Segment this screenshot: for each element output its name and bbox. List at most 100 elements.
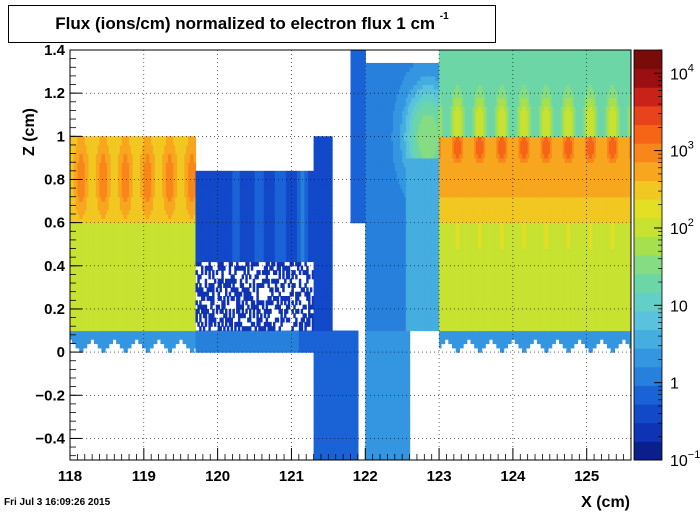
heatmap-cell — [110, 334, 114, 340]
heatmap-cell — [92, 226, 95, 232]
heatmap-cell — [97, 252, 101, 258]
heatmap-cell — [95, 144, 99, 150]
heatmap-cell — [71, 283, 75, 288]
heatmap-cell — [82, 157, 86, 163]
heatmap-cell — [99, 175, 102, 181]
heatmap-cell — [70, 166, 73, 172]
heatmap-cell — [106, 179, 110, 185]
heatmap-cell — [81, 244, 84, 250]
heatmap-cell — [103, 179, 106, 185]
heatmap-cell — [75, 239, 78, 245]
heatmap-cell — [92, 153, 95, 159]
heatmap-cell — [84, 222, 88, 228]
heatmap-cell — [237, 317, 241, 323]
heatmap-cell — [70, 326, 73, 332]
heatmap-cell — [81, 321, 84, 327]
heatmap-cell — [101, 205, 104, 211]
heatmap-cell — [106, 278, 110, 284]
heatmap-cell — [93, 300, 97, 306]
heatmap-cell — [77, 239, 80, 245]
heatmap-cell — [93, 278, 97, 284]
heatmap-cell — [70, 157, 73, 163]
heatmap-cell — [70, 304, 73, 310]
heatmap-cell — [93, 321, 97, 327]
heatmap-cell — [97, 214, 101, 219]
heatmap-cell — [70, 270, 73, 276]
heatmap-cell — [79, 235, 82, 241]
heatmap-cell — [269, 296, 272, 301]
heatmap-cell — [73, 304, 77, 310]
heatmap-cell — [84, 166, 88, 172]
heatmap-cell — [79, 270, 82, 276]
heatmap-cell — [208, 270, 211, 276]
heatmap-cell — [75, 334, 78, 340]
heatmap-cell — [92, 291, 95, 297]
heatmap-cell — [99, 274, 102, 280]
heatmap-cell — [93, 248, 97, 254]
heatmap-cell — [101, 222, 104, 228]
heatmap-cell — [103, 244, 106, 250]
heatmap-cell — [219, 296, 222, 301]
heatmap-cell — [195, 270, 198, 276]
heatmap-cell — [256, 274, 259, 280]
heatmap-cell — [258, 270, 261, 276]
heatmap-cell — [71, 321, 75, 327]
heatmap-cell — [77, 214, 80, 219]
heatmap-cell — [86, 226, 90, 232]
heatmap-cell — [84, 162, 88, 168]
heatmap-cell — [103, 326, 106, 332]
heatmap-cell — [252, 313, 256, 319]
heatmap-cell — [247, 304, 250, 310]
heatmap-cell — [103, 157, 106, 163]
heatmap-cell — [92, 222, 95, 228]
heatmap-cell — [81, 179, 84, 185]
heatmap-cell — [97, 326, 101, 332]
heatmap-cell — [249, 274, 252, 280]
heatmap-cell — [73, 270, 77, 276]
heatmap-cell — [82, 274, 86, 280]
heatmap-cell — [93, 252, 97, 258]
heatmap-cell — [70, 287, 73, 293]
heatmap-cell — [77, 235, 80, 241]
heatmap-cell — [99, 304, 102, 310]
heatmap-cell — [75, 222, 78, 228]
heatmap-cell — [75, 343, 78, 349]
heatmap-cell — [210, 321, 213, 327]
heatmap-cell — [95, 153, 99, 159]
heatmap-cell — [77, 283, 80, 288]
heatmap-cell — [84, 209, 88, 215]
heatmap-cell — [88, 283, 91, 288]
heatmap-cell — [93, 339, 97, 345]
heatmap-cell — [79, 162, 82, 168]
heatmap-cell — [88, 261, 91, 267]
heatmap-cell — [99, 179, 102, 185]
heatmap-cell — [71, 265, 75, 271]
heatmap-cell — [212, 283, 215, 288]
heatmap-cell — [228, 265, 232, 271]
heatmap-cell — [79, 192, 82, 198]
heatmap-cell — [103, 339, 106, 345]
heatmap-cell — [95, 317, 99, 323]
heatmap-cell — [101, 153, 104, 159]
heatmap-cell — [92, 214, 95, 219]
heatmap-cell — [108, 149, 112, 155]
heatmap-cell — [103, 149, 106, 155]
heatmap-cell — [103, 153, 106, 159]
heatmap-cell — [267, 278, 270, 284]
heatmap-cell — [99, 162, 102, 168]
heatmap-cell — [90, 136, 93, 142]
heatmap-cell — [228, 270, 232, 276]
heatmap-cell — [75, 136, 78, 142]
heatmap-cell — [245, 274, 248, 280]
heatmap-cell — [79, 149, 82, 155]
heatmap-cell — [105, 248, 108, 254]
heatmap-cell — [147, 347, 150, 353]
heatmap-cell — [81, 317, 84, 323]
heatmap-cell — [108, 287, 112, 293]
heatmap-cell — [92, 179, 95, 185]
heatmap-cell — [193, 326, 197, 332]
heatmap-cell — [88, 201, 91, 206]
heatmap-cell — [88, 209, 91, 215]
heatmap-cell — [99, 257, 102, 263]
heatmap-cell — [70, 140, 73, 146]
